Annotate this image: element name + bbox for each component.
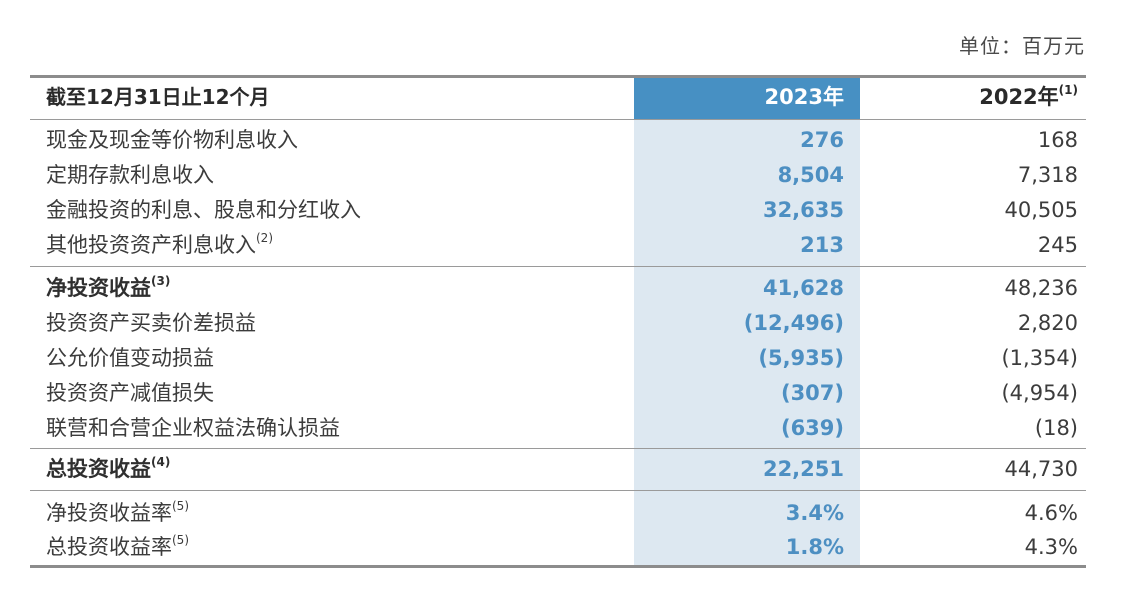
row-value-2023: 22,251	[762, 457, 844, 481]
row-value-2023: (639)	[780, 416, 844, 440]
row-value-2022: 4.6%	[1024, 501, 1078, 525]
row-label: 总投资收益(4)	[46, 455, 171, 481]
row-value-2023: 1.8%	[785, 535, 844, 559]
table-row: 现金及现金等价物利息收入 276 168	[30, 123, 1086, 157]
footnote-marker: (3)	[151, 274, 171, 288]
row-value-2023: (5,935)	[758, 346, 844, 370]
row-value-2023: 213	[800, 233, 844, 257]
footnote-marker: (2)	[256, 231, 273, 245]
table-header-row: 截至12月31日止12个月 2023年 2022年(1)	[30, 80, 1086, 114]
table-row: 联营和合营企业权益法确认损益 (639) (18)	[30, 411, 1086, 445]
row-value-2022: 7,318	[1017, 163, 1078, 187]
section-divider	[30, 448, 1086, 449]
header-divider	[30, 119, 1086, 120]
column-2023-highlight	[634, 75, 860, 566]
row-value-2022: 48,236	[1004, 276, 1078, 300]
table-row: 公允价值变动损益 (5,935) (1,354)	[30, 341, 1086, 375]
row-label: 金融投资的利息、股息和分红收入	[46, 198, 361, 222]
row-label: 定期存款利息收入	[46, 163, 214, 187]
row-value-2023: 3.4%	[785, 501, 844, 525]
section-divider	[30, 266, 1086, 267]
header-period: 截至12月31日止12个月	[46, 85, 270, 109]
row-value-2022: (1,354)	[1001, 346, 1078, 370]
unit-label: 单位：百万元	[959, 34, 1085, 58]
row-value-2022: 168	[1037, 128, 1078, 152]
row-value-2022: 44,730	[1004, 457, 1078, 481]
row-value-2022: 40,505	[1004, 198, 1078, 222]
header-2023-fill	[634, 75, 860, 119]
table-row: 其他投资资产利息收入(2) 213 245	[30, 228, 1086, 262]
row-value-2022: 245	[1037, 233, 1078, 257]
row-value-2023: 276	[800, 128, 844, 152]
row-label: 净投资收益率(5)	[46, 499, 189, 525]
table-row: 定期存款利息收入 8,504 7,318	[30, 158, 1086, 192]
table-row: 投资资产买卖价差损益 (12,496) 2,820	[30, 306, 1086, 340]
header-2023: 2023年	[764, 85, 844, 109]
table-row: 金融投资的利息、股息和分红收入 32,635 40,505	[30, 193, 1086, 227]
header-2022-text: 2022年	[979, 85, 1059, 109]
row-value-2022: 4.3%	[1024, 535, 1078, 559]
table-row: 总投资收益率(5) 1.8% 4.3%	[30, 530, 1086, 564]
table-row-total: 总投资收益(4) 22,251 44,730	[30, 452, 1086, 486]
row-value-2023: 8,504	[777, 163, 844, 187]
row-label: 现金及现金等价物利息收入	[46, 128, 298, 152]
row-label: 投资资产买卖价差损益	[46, 311, 256, 335]
row-value-2023: 41,628	[762, 276, 844, 300]
row-value-2023: 32,635	[762, 198, 844, 222]
footnote-marker: (4)	[151, 455, 171, 469]
row-value-2023: (307)	[780, 381, 844, 405]
table-row: 投资资产减值损失 (307) (4,954)	[30, 376, 1086, 410]
row-value-2022: 2,820	[1017, 311, 1078, 335]
row-label: 总投资收益率(5)	[46, 533, 189, 559]
row-label: 净投资收益(3)	[46, 274, 171, 300]
footnote-marker: (5)	[172, 533, 189, 547]
footnote-marker: (5)	[172, 499, 189, 513]
row-label: 联营和合营企业权益法确认损益	[46, 416, 340, 440]
row-value-2022: (18)	[1034, 416, 1078, 440]
table-row-subtotal: 净投资收益(3) 41,628 48,236	[30, 271, 1086, 305]
table-bottom-rule	[30, 565, 1086, 568]
row-label: 公允价值变动损益	[46, 346, 214, 370]
row-value-2022: (4,954)	[1001, 381, 1078, 405]
row-label: 投资资产减值损失	[46, 381, 214, 405]
table-row: 净投资收益率(5) 3.4% 4.6%	[30, 496, 1086, 530]
table-top-rule	[30, 75, 1086, 78]
header-2022-footnote: (1)	[1058, 83, 1078, 97]
row-label: 其他投资资产利息收入(2)	[46, 231, 273, 257]
row-value-2023: (12,496)	[743, 311, 844, 335]
section-divider	[30, 490, 1086, 491]
header-2022: 2022年(1)	[979, 80, 1078, 114]
